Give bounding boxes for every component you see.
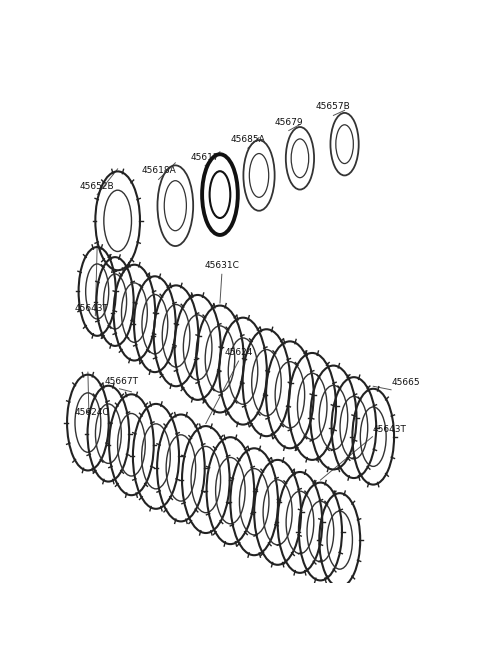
Text: 45667T: 45667T xyxy=(105,377,139,386)
Text: 45643T: 45643T xyxy=(372,425,407,434)
Text: 45624C: 45624C xyxy=(75,407,109,417)
Text: 45685A: 45685A xyxy=(230,135,265,144)
Text: 45643T: 45643T xyxy=(75,304,109,313)
Text: 45631C: 45631C xyxy=(204,261,239,271)
Text: 45679: 45679 xyxy=(275,117,303,126)
Text: 45665: 45665 xyxy=(391,378,420,387)
Text: 45657B: 45657B xyxy=(316,102,351,111)
Text: 45624: 45624 xyxy=(224,348,253,357)
Text: 45652B: 45652B xyxy=(80,181,115,191)
Text: 45617: 45617 xyxy=(191,153,219,162)
Text: 45618A: 45618A xyxy=(141,166,176,176)
